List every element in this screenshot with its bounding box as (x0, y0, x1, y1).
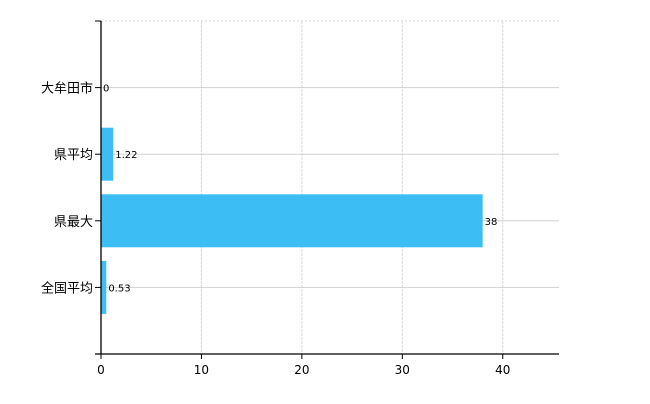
y-tick-label: 県最大 (54, 215, 93, 230)
y-tick-label: 大牟田市 (41, 81, 93, 97)
data-label: 1.22 (115, 150, 137, 161)
y-tick-label: 全国平均 (41, 280, 93, 296)
data-label: 38 (485, 217, 498, 228)
data-label: 0 (103, 84, 109, 95)
x-tick-label: 0 (97, 363, 105, 377)
x-tick-label: 20 (294, 363, 309, 377)
y-tick-label: 県平均 (54, 148, 93, 163)
data-label: 0.53 (108, 283, 130, 294)
x-tick-label: 10 (194, 363, 209, 377)
x-tick-label: 30 (395, 363, 410, 377)
bar (101, 127, 114, 181)
bar (101, 194, 483, 248)
x-tick-label: 40 (495, 363, 510, 377)
bar (101, 260, 107, 314)
